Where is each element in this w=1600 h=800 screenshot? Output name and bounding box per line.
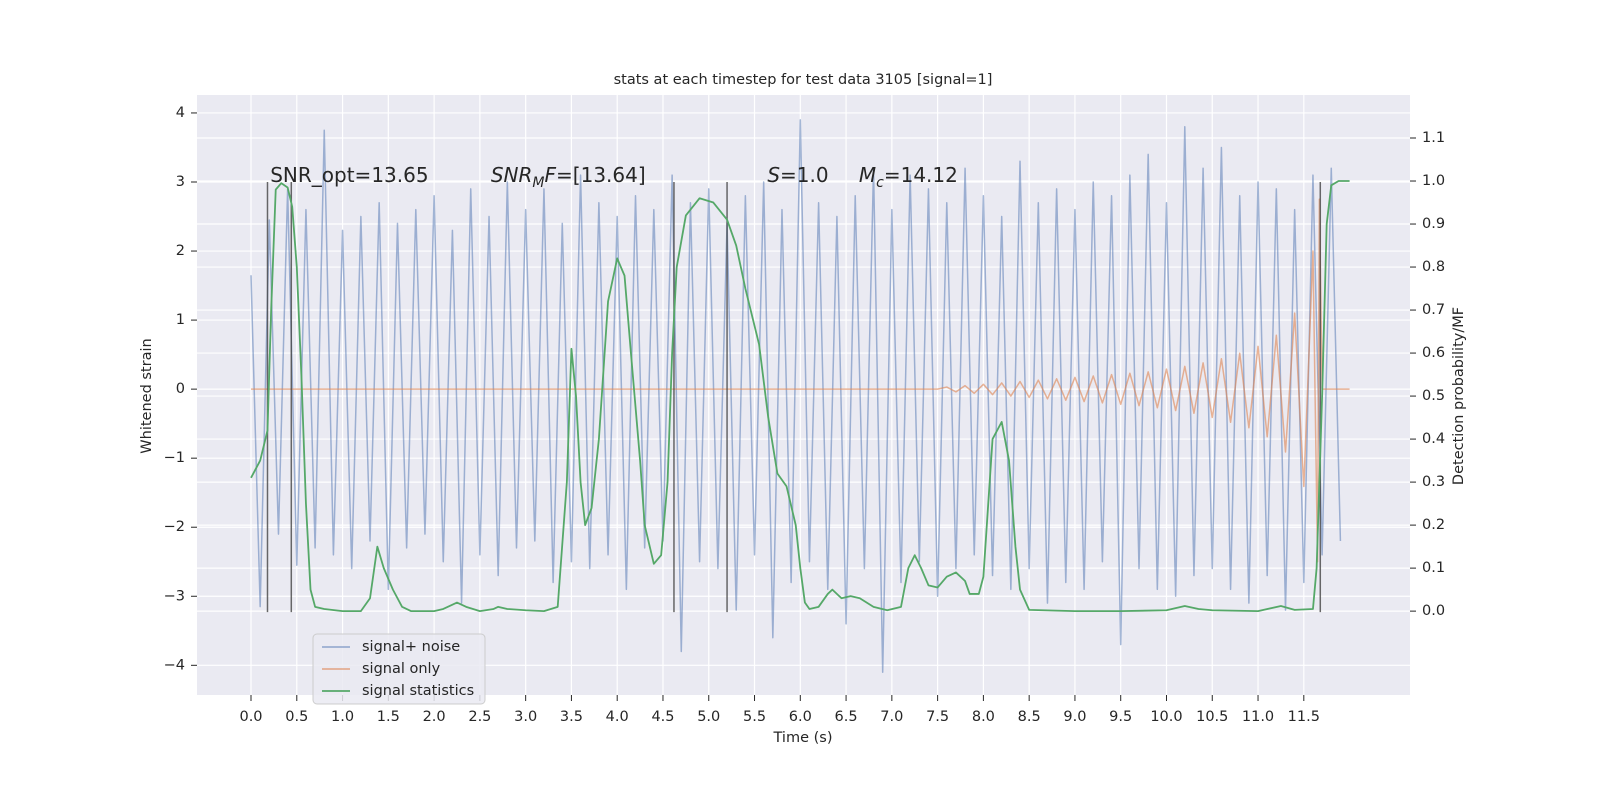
- annotation: S=1.0: [767, 163, 828, 187]
- series-line: [250, 119, 1342, 673]
- legend-label: signal only: [362, 661, 441, 677]
- annotation-part: M: [859, 163, 876, 187]
- y2-tick-label: 0.6: [1422, 345, 1445, 361]
- x-tick-label: 9.5: [1109, 709, 1132, 725]
- series-line: [251, 198, 1350, 563]
- x-tick-label: 8.5: [1018, 709, 1041, 725]
- x-tick-label: 9.0: [1063, 709, 1086, 725]
- x-tick-label: 5.5: [743, 709, 766, 725]
- y-tick-label: 1: [176, 312, 185, 328]
- x-tick-label: 3.0: [514, 709, 537, 725]
- x-axis-label: Time (s): [773, 730, 833, 746]
- annotation-part: c: [876, 175, 884, 191]
- x-tick-label: 4.0: [606, 709, 629, 725]
- y-tick-label: 3: [176, 174, 185, 190]
- x-tick-label: 1.0: [331, 709, 354, 725]
- annotation: SNR_opt=13.65: [270, 163, 428, 187]
- y2-tick-label: 1.0: [1422, 173, 1445, 189]
- x-tick-label: 6.5: [835, 709, 858, 725]
- legend-box: [312, 633, 486, 705]
- x-tick-label: 3.5: [560, 709, 583, 725]
- y2-tick-label: 0.4: [1422, 431, 1445, 447]
- annotation: SNRMF=[13.64]: [491, 163, 646, 191]
- y2-tick-label: 0.2: [1422, 517, 1445, 533]
- x-tick-label: 7.5: [926, 709, 949, 725]
- y-tick-label: 4: [176, 105, 185, 121]
- annotation-part: =[13.64]: [556, 163, 646, 187]
- x-tick-label: 11.5: [1288, 709, 1320, 725]
- y-tick-label: −4: [164, 657, 185, 673]
- y2-tick-label: 1.1: [1422, 130, 1445, 146]
- marks: [250, 119, 1350, 673]
- y-tick-label: 0: [176, 381, 185, 397]
- legend-label: signal statistics: [362, 683, 474, 699]
- y2-tick-label: 0.3: [1422, 474, 1445, 490]
- x-tick-label: 8.0: [972, 709, 995, 725]
- y2-tick-label: 0.7: [1422, 302, 1445, 318]
- y2-axis-label: Detection probability/MF: [1451, 307, 1467, 485]
- annotation-part: M: [532, 175, 544, 191]
- x-tick-label: 4.5: [651, 709, 674, 725]
- y-tick-label: −1: [164, 450, 185, 466]
- y2-tick-label: 0.9: [1422, 216, 1445, 232]
- overlay: SNR_opt=13.65 SNRMF=[13.64] S=1.0 Mc=14.12s…: [270, 163, 958, 705]
- y2-tick-label: 0.0: [1422, 603, 1445, 619]
- x-tick-label: 0.5: [285, 709, 308, 725]
- annotation-part: S: [767, 163, 780, 187]
- x-tick-label: 11.0: [1242, 709, 1274, 725]
- annotation: Mc=14.12: [859, 163, 958, 191]
- y-tick-label: −3: [164, 588, 185, 604]
- annotation-part: SNR_opt=13.65: [270, 163, 428, 187]
- x-tick-label: 7.0: [880, 709, 903, 725]
- x-tick-label: 5.0: [697, 709, 720, 725]
- x-tick-label: 2.5: [468, 709, 491, 725]
- annotation-part: SNR: [491, 163, 533, 187]
- x-tick-label: 0.0: [239, 709, 262, 725]
- y-tick-label: 2: [176, 243, 185, 259]
- x-tick-label: 10.0: [1150, 709, 1182, 725]
- series-line: [250, 180, 1350, 613]
- annotation-part: =1.0: [780, 163, 829, 187]
- y-axis-label: Whitened strain: [139, 338, 155, 453]
- y2-tick-label: 0.8: [1422, 259, 1445, 275]
- x-tick-label: 6.0: [789, 709, 812, 725]
- x-tick-label: 2.0: [423, 709, 446, 725]
- chart-title: stats at each timestep for test data 310…: [614, 72, 993, 88]
- y-tick-label: −2: [164, 519, 185, 535]
- x-tick-label: 1.5: [377, 709, 400, 725]
- y2-tick-label: 0.5: [1422, 388, 1445, 404]
- annotation-part: F: [545, 163, 557, 187]
- x-tick-label: 10.5: [1196, 709, 1228, 725]
- annotation-part: =14.12: [884, 163, 958, 187]
- legend-label: signal+ noise: [362, 639, 460, 655]
- y2-tick-label: 0.1: [1422, 560, 1445, 576]
